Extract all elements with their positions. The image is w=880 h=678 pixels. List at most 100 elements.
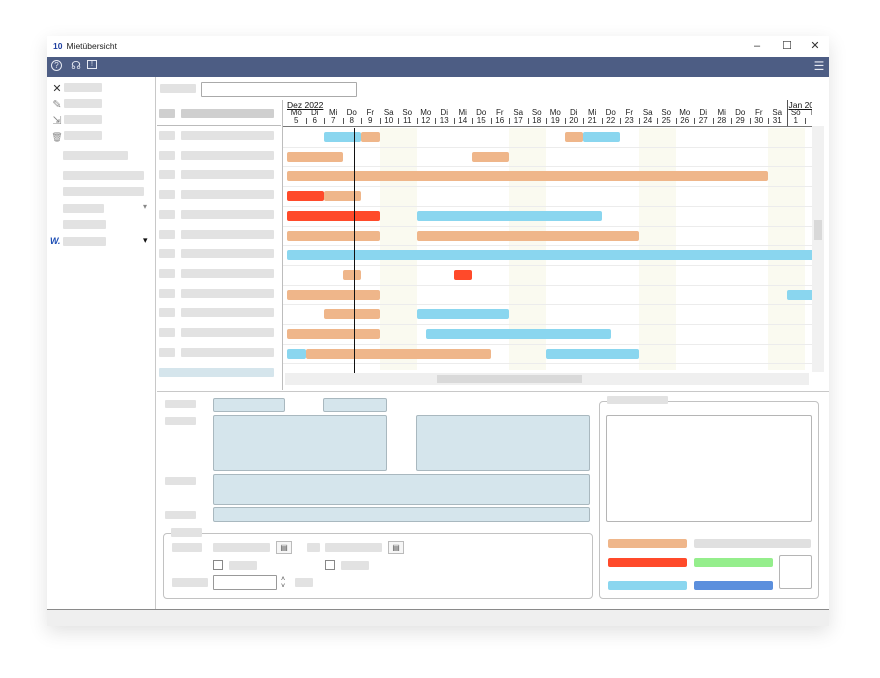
day-header[interactable]: So 18 xyxy=(528,109,547,125)
list-row-name[interactable] xyxy=(181,229,274,239)
day-header[interactable]: Mo 5 xyxy=(287,109,306,125)
hamburger-menu-icon[interactable]: ☰ xyxy=(813,59,825,73)
delete-action-icon[interactable]: 🗑 xyxy=(51,132,63,142)
booking-bar-red[interactable] xyxy=(287,210,380,221)
sidebar-filter-label-2[interactable] xyxy=(63,171,144,180)
day-header[interactable]: Di 13 xyxy=(435,109,454,125)
booking-bar-blue[interactable] xyxy=(425,329,611,339)
close-action-icon[interactable]: ✕ xyxy=(52,83,62,95)
booking-bar-orange[interactable] xyxy=(361,132,380,142)
column-header-id[interactable] xyxy=(159,109,175,118)
vertical-scroll-thumb[interactable] xyxy=(814,220,822,240)
minimize-button[interactable]: – xyxy=(753,40,761,52)
option-checkbox-2[interactable] xyxy=(325,560,335,570)
booking-bar-orange[interactable] xyxy=(324,309,380,320)
day-header[interactable]: So 11 xyxy=(398,109,417,125)
legend-green-swatch[interactable] xyxy=(694,558,773,567)
booking-bar-orange[interactable] xyxy=(342,269,361,280)
day-header[interactable]: Mi 7 xyxy=(324,109,343,125)
day-header[interactable]: So 1 xyxy=(787,109,806,125)
field-notes[interactable] xyxy=(213,474,590,505)
day-header[interactable]: Fr 23 xyxy=(620,109,639,125)
field-remark[interactable] xyxy=(213,507,590,522)
day-header[interactable]: Mi 28 xyxy=(713,109,732,125)
booking-bar-blue[interactable] xyxy=(324,132,361,142)
list-row-name[interactable] xyxy=(181,170,274,180)
day-header[interactable]: Do 15 xyxy=(472,109,491,125)
list-row-name[interactable] xyxy=(181,209,274,219)
booking-bar-orange[interactable] xyxy=(416,230,639,241)
list-row-name[interactable] xyxy=(181,328,274,337)
booking-bar-orange[interactable] xyxy=(287,289,380,300)
field-from[interactable] xyxy=(213,398,285,412)
chevron-down-icon[interactable]: ▾ xyxy=(143,202,148,211)
day-header[interactable]: Fr 9 xyxy=(361,109,380,125)
list-row-id[interactable] xyxy=(159,190,175,200)
legend-red-swatch[interactable] xyxy=(608,558,687,567)
sidebar-filter-label-4[interactable] xyxy=(63,220,106,229)
day-header[interactable]: M xyxy=(805,109,812,117)
color-sample-box[interactable] xyxy=(779,555,812,589)
day-header[interactable]: Mo 12 xyxy=(417,109,436,125)
day-header[interactable]: So 25 xyxy=(657,109,676,125)
list-row-id[interactable] xyxy=(159,328,175,337)
sidebar-action-delete[interactable] xyxy=(64,131,102,140)
spin-down-icon[interactable]: ˅ xyxy=(280,583,286,590)
sidebar-action-close[interactable] xyxy=(64,83,102,92)
sidebar-filter-label-1[interactable] xyxy=(63,151,128,160)
booking-bar-orange[interactable] xyxy=(287,171,768,182)
day-header[interactable]: Di 20 xyxy=(565,109,584,125)
horizontal-scroll-thumb[interactable] xyxy=(437,375,582,383)
edit-action-icon[interactable]: ✎ xyxy=(52,99,62,111)
list-row-name[interactable] xyxy=(181,288,274,298)
day-header[interactable]: Sa 24 xyxy=(639,109,658,125)
booking-bar-blue[interactable] xyxy=(583,132,620,142)
field-to[interactable] xyxy=(323,398,387,412)
support-headset-icon[interactable]: ☊ xyxy=(71,60,81,72)
legend-blue-swatch[interactable] xyxy=(608,581,687,590)
booking-bar-orange[interactable] xyxy=(287,329,380,339)
booking-bar-orange[interactable] xyxy=(472,151,509,162)
list-row-name[interactable] xyxy=(181,308,274,318)
sidebar-action-edit[interactable] xyxy=(64,99,102,108)
day-header[interactable]: Sa 10 xyxy=(380,109,399,125)
legend-darkblue-swatch[interactable] xyxy=(694,581,773,590)
field-object-info[interactable] xyxy=(213,415,387,471)
date-from-input[interactable] xyxy=(213,543,270,552)
day-header[interactable]: Sa 17 xyxy=(509,109,528,125)
day-header[interactable]: Fr 30 xyxy=(750,109,769,125)
day-header[interactable]: Sa 31 xyxy=(768,109,787,125)
legend-orange-swatch[interactable] xyxy=(608,539,687,548)
booking-bar-orange[interactable] xyxy=(287,230,380,241)
day-header[interactable]: Do 29 xyxy=(731,109,750,125)
list-row-id[interactable] xyxy=(159,150,175,160)
booking-bar-blue[interactable] xyxy=(546,348,639,359)
booking-bar-orange[interactable] xyxy=(324,191,361,202)
duration-input[interactable] xyxy=(213,575,277,590)
splitter[interactable] xyxy=(157,391,829,392)
day-header[interactable]: Mi 21 xyxy=(583,109,602,125)
booking-bar-red[interactable] xyxy=(453,269,472,280)
list-row-id[interactable] xyxy=(159,347,175,357)
list-row-name[interactable] xyxy=(181,190,274,200)
date-to-input[interactable] xyxy=(325,543,382,552)
booking-bar-orange[interactable] xyxy=(305,348,491,359)
day-header[interactable]: Di 27 xyxy=(694,109,713,125)
booking-bar-blue[interactable] xyxy=(416,210,602,221)
booking-bar-blue[interactable] xyxy=(786,289,812,300)
list-row-id[interactable] xyxy=(159,268,175,278)
horizontal-scrollbar[interactable] xyxy=(285,373,809,385)
vertical-scrollbar[interactable] xyxy=(812,126,824,372)
column-header-name[interactable] xyxy=(181,109,274,118)
day-header[interactable]: Mi 14 xyxy=(454,109,473,125)
list-row-id[interactable] xyxy=(159,249,175,259)
field-customer-info[interactable] xyxy=(416,415,590,471)
list-row-id[interactable] xyxy=(159,170,175,180)
booking-bar-blue[interactable] xyxy=(287,250,812,261)
list-row-name[interactable] xyxy=(181,347,274,357)
calendar-icon[interactable]: ▤ xyxy=(388,541,404,554)
day-header[interactable]: Di 6 xyxy=(306,109,325,125)
sidebar-filter-label-3[interactable] xyxy=(63,187,144,196)
export-action-icon[interactable]: ⇲ xyxy=(52,115,62,127)
calendar-icon[interactable]: ▤ xyxy=(276,541,292,554)
